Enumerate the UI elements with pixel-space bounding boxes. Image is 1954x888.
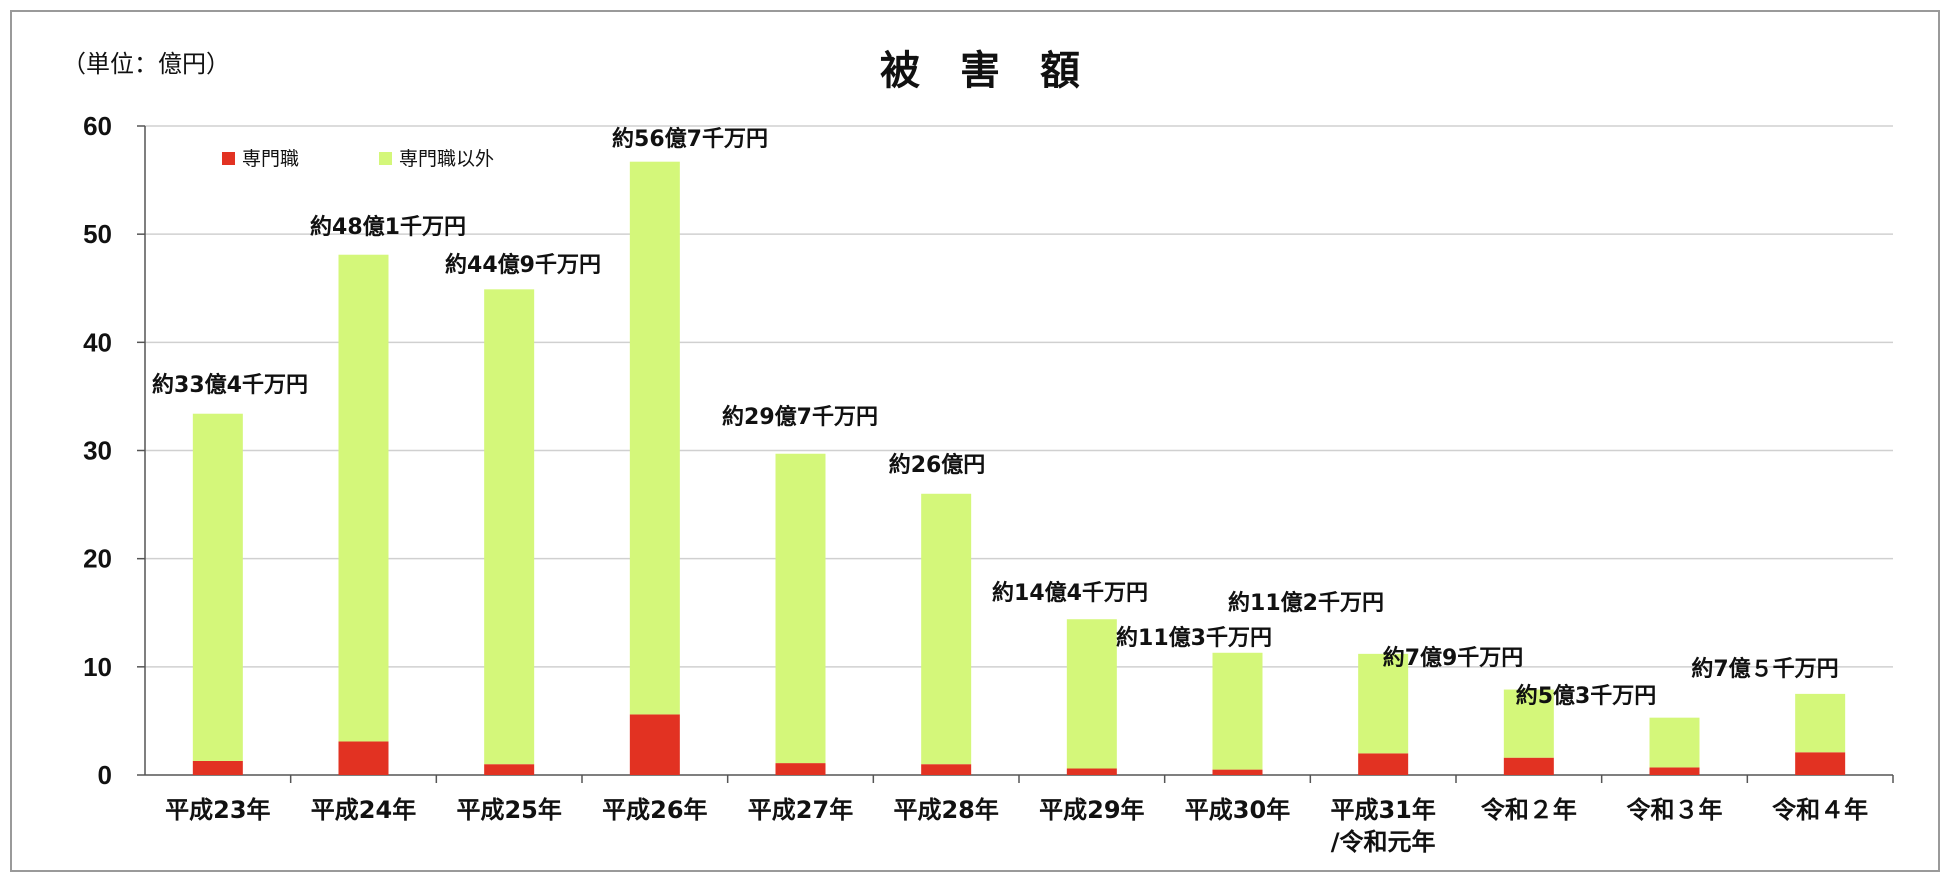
data-label: 約29億7千万円 [722,404,878,430]
bar-segment-senmonshoku-igai [1212,652,1263,770]
y-tick-label: 20 [83,544,112,574]
bar-segment-senmonshoku-igai [629,161,680,715]
legend-label-senmonshoku-igai: 専門職以外 [399,148,494,170]
bar-segment-senmonshoku [921,764,972,775]
bar-segment-senmonshoku [192,760,243,775]
data-label: 約7億9千万円 [1383,645,1524,671]
bar-segment-senmonshoku [775,763,826,775]
x-tick-label: 令和４年 [1772,796,1868,824]
y-tick-label: 60 [83,111,112,141]
bar-segment-senmonshoku-igai [921,493,972,765]
x-tick-label: 平成29年 [1039,796,1144,824]
data-label: 約11億2千万円 [1228,590,1384,616]
y-tick-label: 50 [83,219,112,249]
bar-segment-senmonshoku [1358,753,1409,775]
x-tick-label: 平成25年 [456,796,561,824]
bar-segment-senmonshoku-igai [775,453,826,764]
bar-segment-senmonshoku-igai [1795,693,1846,753]
bar-segment-senmonshoku [1503,757,1554,775]
chart-title: 被 害 額 [880,48,1080,94]
bar-segment-senmonshoku-igai [192,413,243,761]
x-tick-label: 平成31年 [1330,796,1435,824]
x-tick-label: 平成26年 [602,796,707,824]
bar-segment-senmonshoku [1795,752,1846,775]
x-tick-label: 平成30年 [1185,796,1290,824]
bar-segment-senmonshoku [1212,769,1263,775]
x-tick-label: 令和２年 [1481,796,1577,824]
y-tick-label: 40 [83,327,112,357]
bar-segment-senmonshoku [1649,767,1700,775]
x-tick-label: 平成27年 [748,796,853,824]
bar-segment-senmonshoku [1066,768,1117,775]
legend-swatch-senmonshoku-igai [379,152,392,165]
legend-label-senmonshoku: 専門職 [242,148,299,170]
bar-segment-senmonshoku [629,714,680,775]
data-label: 約7億５千万円 [1691,656,1838,682]
bar-segment-senmonshoku [338,741,389,775]
data-label: 約11億3千万円 [1116,625,1272,651]
data-label: 約26億円 [889,452,986,478]
x-tick-label: /令和元年 [1331,828,1436,856]
bar-segment-senmonshoku-igai [1503,689,1554,758]
x-tick-label: 平成28年 [893,796,998,824]
legend-swatch-senmonshoku [222,152,235,165]
bar-segment-senmonshoku-igai [484,289,535,765]
data-label: 約14億4千万円 [992,580,1148,606]
unit-label: （単位：億円） [62,50,230,78]
y-tick-label: 10 [83,652,112,682]
data-label: 約33億4千万円 [152,372,308,398]
x-tick-label: 平成23年 [165,796,270,824]
y-tick-label: 0 [98,760,112,790]
data-label: 約5億3千万円 [1516,683,1657,709]
data-label: 約48億1千万円 [310,214,466,240]
y-tick-label: 30 [83,436,112,466]
bar-segment-senmonshoku-igai [338,254,389,742]
data-label: 約44億9千万円 [445,252,601,278]
x-tick-label: 平成24年 [311,796,416,824]
x-tick-label: 令和３年 [1627,796,1723,824]
bar-segment-senmonshoku-igai [1649,717,1700,768]
bar-segment-senmonshoku-igai [1358,653,1409,754]
bar-segment-senmonshoku [484,764,535,775]
chart-frame [10,10,1940,872]
bar-segment-senmonshoku-igai [1066,619,1117,769]
data-label: 約56億7千万円 [612,126,768,152]
